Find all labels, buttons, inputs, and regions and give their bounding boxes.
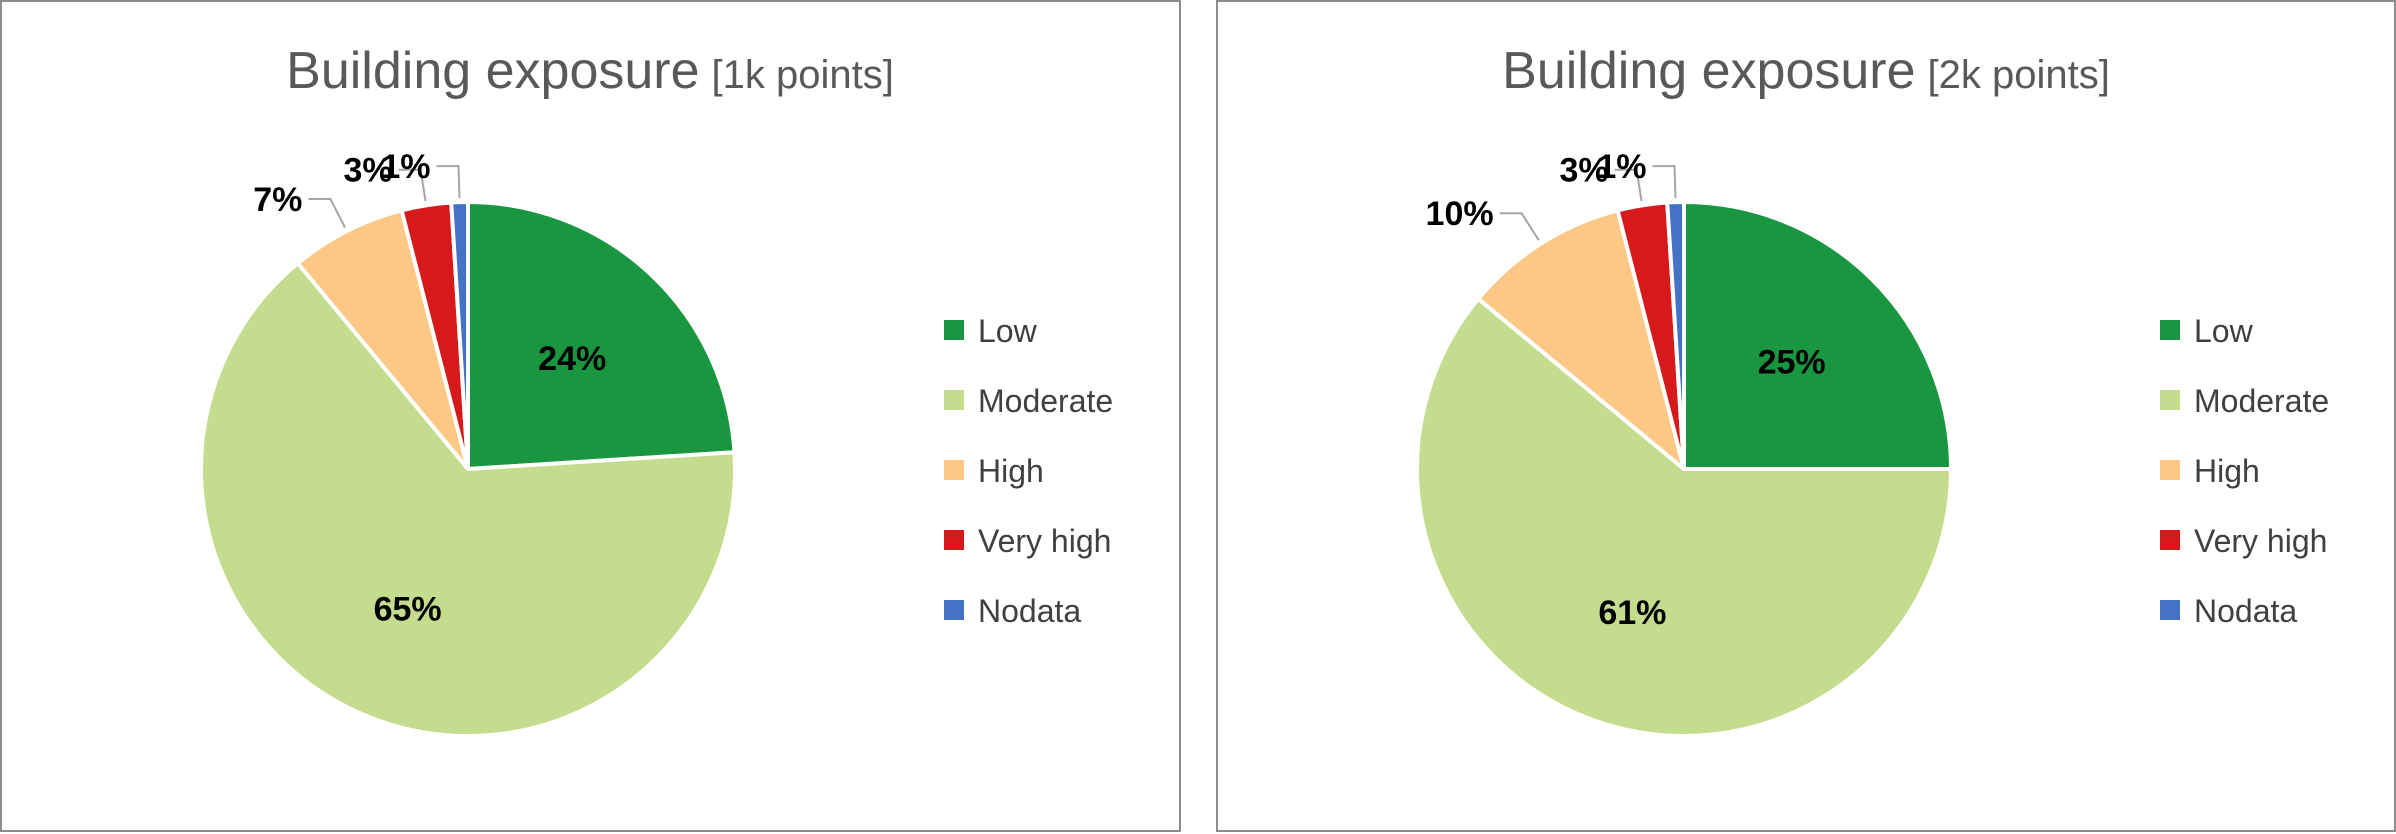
legend-label-nodata: Nodata bbox=[978, 593, 1081, 629]
data-label-low: 24% bbox=[538, 340, 606, 378]
pie-slice-moderate bbox=[1415, 296, 1953, 738]
data-label-high: 7% bbox=[253, 181, 302, 219]
legend-label-moderate: Moderate bbox=[2194, 383, 2329, 419]
leader-line-high bbox=[308, 198, 346, 228]
data-label-high: 10% bbox=[1426, 195, 1494, 233]
legend-label-nodata: Nodata bbox=[2194, 593, 2297, 629]
leader-line-very-high bbox=[1614, 168, 1643, 202]
legend-swatch-high bbox=[944, 460, 964, 480]
legend-label-very-high: Very high bbox=[2194, 523, 2327, 559]
leader-lines bbox=[308, 165, 461, 228]
legend-swatch-low bbox=[944, 320, 964, 340]
leader-line-nodata bbox=[1652, 165, 1677, 199]
data-label-low: 25% bbox=[1758, 343, 1826, 381]
legend-swatch-low bbox=[2160, 320, 2180, 340]
pie-slice-nodata bbox=[1665, 200, 1686, 471]
data-labels: 25% 61% 10% 3%1% bbox=[1426, 148, 1826, 632]
legend-swatch-moderate bbox=[2160, 390, 2180, 410]
pie-slice-low bbox=[1682, 200, 1953, 471]
data-label-very-high: 3% bbox=[343, 152, 392, 190]
chart-panel-1k: Building exposure [1k points] 24% 65% 7% 3% 1… bbox=[0, 0, 1181, 832]
leader-lines bbox=[1499, 165, 1677, 241]
pie-slices bbox=[199, 200, 737, 738]
leader-line-very-high bbox=[398, 168, 427, 202]
chart-title-main: Building exposure bbox=[286, 42, 699, 100]
data-labels: 24% 65% 7% 3%1% bbox=[253, 148, 606, 629]
pie-slice-high bbox=[295, 208, 470, 471]
pie-slice-low bbox=[466, 200, 737, 471]
pie-chart-2k: Building exposure [2k points] 25% 61% 10% 3%… bbox=[1415, 42, 2329, 738]
pie-slice-nodata bbox=[449, 200, 470, 471]
chart-title: Building exposure [2k points] bbox=[1502, 42, 2110, 100]
legend-swatch-nodata bbox=[944, 600, 964, 620]
legend: Low Moderate High Very high Nodata bbox=[944, 313, 1113, 629]
data-label-very-high: 3% bbox=[1559, 152, 1608, 190]
legend-label-low: Low bbox=[2194, 313, 2254, 349]
legend-label-high: High bbox=[978, 453, 1044, 489]
chart-title-sub: [2k points] bbox=[1928, 53, 2110, 97]
legend-swatch-nodata bbox=[2160, 600, 2180, 620]
chart-title-main: Building exposure bbox=[1502, 42, 1915, 100]
legend-label-low: Low bbox=[978, 313, 1038, 349]
pie-slices bbox=[1415, 200, 1953, 738]
chart-title-sub: [1k points] bbox=[712, 53, 894, 97]
pie-chart-1k: Building exposure [1k points] 24% 65% 7% 3%1… bbox=[199, 42, 1113, 738]
legend-label-high: High bbox=[2194, 453, 2260, 489]
data-label-moderate: 65% bbox=[374, 591, 442, 629]
chart-title: Building exposure [1k points] bbox=[286, 42, 894, 100]
legend-swatch-very-high bbox=[2160, 530, 2180, 550]
data-label-nodata: 1% bbox=[1597, 148, 1646, 186]
chart-panel-2k: Building exposure [2k points] 25% 61% 10% 3%… bbox=[1216, 0, 2396, 832]
pie-slice-moderate bbox=[199, 261, 737, 738]
legend-swatch-very-high bbox=[944, 530, 964, 550]
legend-swatch-high bbox=[2160, 460, 2180, 480]
leader-line-high bbox=[1499, 212, 1540, 241]
legend-label-moderate: Moderate bbox=[978, 383, 1113, 419]
legend-swatch-moderate bbox=[944, 390, 964, 410]
legend: Low Moderate High Very high Nodata bbox=[2160, 313, 2329, 629]
leader-line-nodata bbox=[436, 165, 461, 199]
data-label-moderate: 61% bbox=[1598, 594, 1666, 632]
data-label-nodata: 1% bbox=[381, 148, 430, 186]
legend-label-very-high: Very high bbox=[978, 523, 1111, 559]
